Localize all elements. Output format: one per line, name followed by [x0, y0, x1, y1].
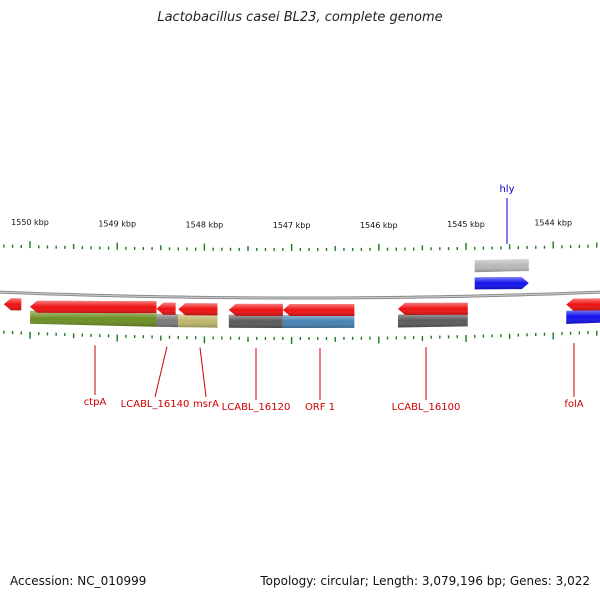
feature-shade: [474, 258, 529, 273]
feature-shade: [156, 313, 179, 328]
backbone-highlight: [0, 291, 600, 299]
gene-labels: ctpA LCABL_16140 msrA LCABL_16120 ORF 1 LCABL…: [84, 184, 584, 413]
feature-shade: [228, 314, 283, 328]
leader-line: [199, 347, 207, 398]
feature-shade: [566, 309, 600, 324]
gene-label-lcabl16140: LCABL_16140: [121, 399, 190, 410]
tick-label: 1547 kbp: [273, 221, 311, 230]
gene-label-lcabl16100: LCABL_16100: [392, 402, 461, 413]
gene-arrow-shade: [3, 298, 22, 311]
gene-arrow-shade: [30, 300, 157, 314]
tick-label: 1546 kbp: [360, 221, 398, 230]
gene-arrow-shade: [566, 298, 600, 311]
tick-label: 1545 kbp: [447, 220, 485, 229]
feature-shade: [282, 314, 355, 328]
gene-arrow-shade: [156, 302, 176, 315]
map-title: Lactobacillus casei BL23, complete genom…: [157, 10, 443, 25]
gene-label-msrA: msrA: [193, 399, 219, 410]
gene-ring: [3, 277, 600, 316]
accession-label: Accession: NC_010999: [10, 574, 147, 588]
tick-label: 1550 kbp: [11, 218, 49, 227]
feature-shade: [397, 313, 468, 328]
tick-label: 1548 kbp: [186, 221, 224, 230]
backbone-circle: [0, 290, 600, 300]
feature-shade: [178, 314, 218, 328]
inner-tick-ring: [3, 330, 598, 344]
feature-shade: [30, 310, 157, 327]
gene-label-lcabl16120: LCABL_16120: [222, 402, 291, 413]
gene-arrow-shade: [397, 302, 468, 315]
gene-label-folA: folA: [564, 399, 583, 410]
gene-arrow-shade: [178, 303, 218, 316]
tick-label: 1544 kbp: [534, 218, 572, 227]
gene-label-orf1: ORF 1: [305, 402, 335, 413]
leader-line: [154, 346, 168, 398]
tick-label: 1549 kbp: [98, 220, 136, 229]
gene-arrow-shade: [228, 303, 283, 316]
gene-arrow-shade: [474, 277, 529, 290]
gene-label-hly: hly: [499, 184, 514, 195]
feature-ring: [30, 258, 600, 328]
gene-arrow-shade: [282, 303, 355, 316]
genome-summary: Topology: circular; Length: 3,079,196 bp…: [260, 574, 590, 588]
outer-tick-ring: 1550 kbp 1549 kbp 1548 kbp 1547 kbp 1546 kbp…: [3, 218, 598, 251]
gene-label-ctpA: ctpA: [84, 397, 107, 408]
